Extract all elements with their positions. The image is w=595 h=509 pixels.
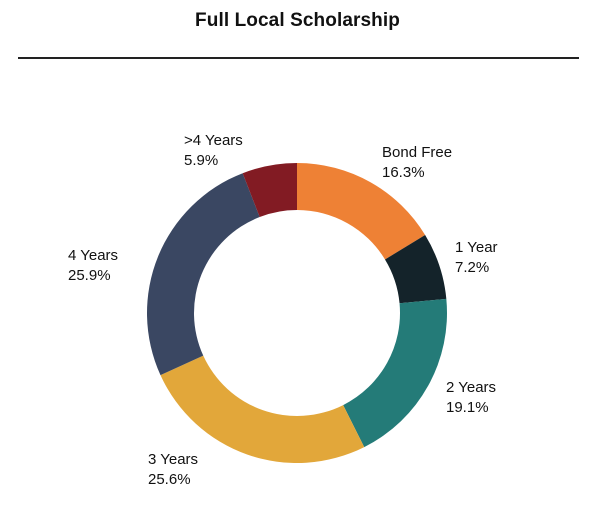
donut-slice-0 (297, 163, 426, 260)
slice-label-2: 2 Years (446, 379, 496, 396)
donut-slice-5 (242, 163, 297, 217)
slice-labels: Bond Free 16.3% 1 Year 7.2% 2 Years 19.1% 3 Ye… (68, 132, 498, 488)
slice-value-label-1: 7.2% (455, 259, 489, 276)
donut-slice-3 (160, 355, 365, 463)
donut-slice-1 (384, 235, 447, 304)
slice-label-5: >4 Years (184, 132, 243, 149)
slice-value-label-3: 25.6% (148, 471, 191, 488)
slice-label-1: 1 Year (455, 239, 498, 256)
slice-value-label-2: 19.1% (446, 399, 489, 416)
slice-label-0: Bond Free (382, 144, 452, 161)
slice-value-label-5: 5.9% (184, 152, 218, 169)
slice-label-4: 4 Years (68, 247, 118, 264)
chart-title: Full Local Scholarship (195, 10, 400, 31)
donut-slice-2 (343, 298, 447, 448)
slice-value-label-4: 25.9% (68, 267, 111, 284)
slice-value-label-0: 16.3% (382, 164, 425, 181)
donut-slice-4 (147, 173, 260, 376)
donut-slices (147, 163, 447, 463)
title-divider (18, 57, 579, 59)
slice-label-3: 3 Years (148, 451, 198, 468)
